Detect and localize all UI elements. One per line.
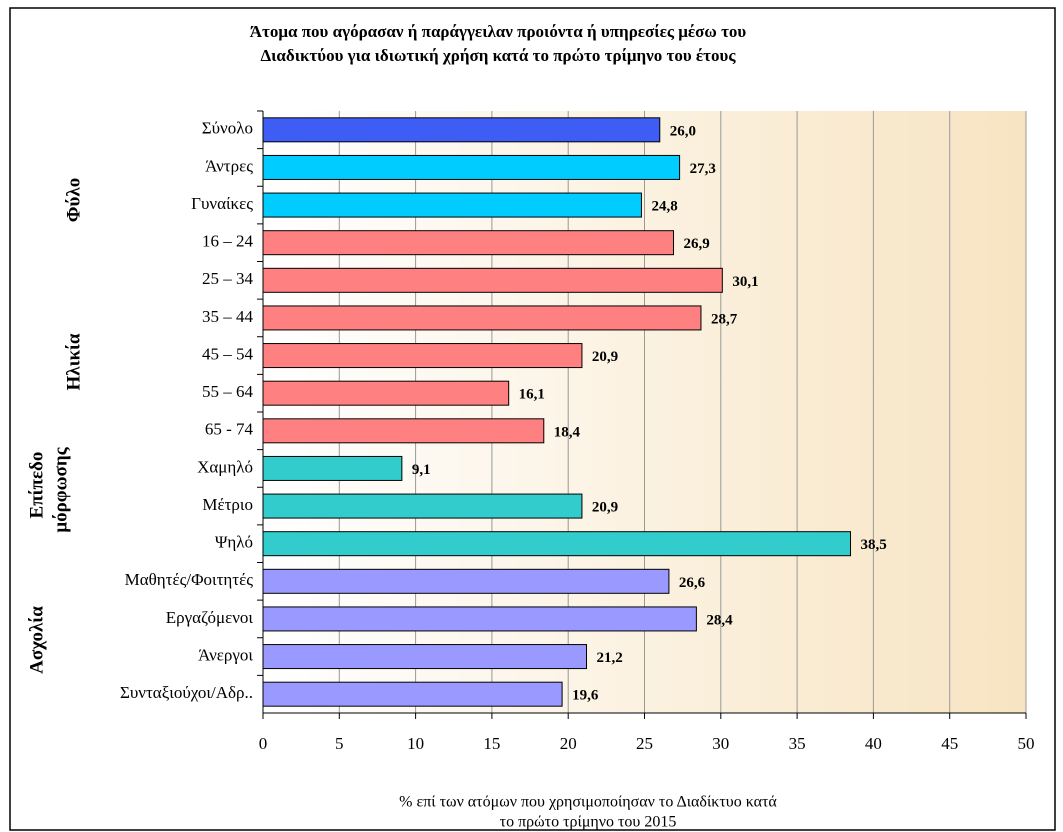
y-tick-label: 55 – 64	[202, 382, 254, 401]
y-tick-label: 45 – 54	[202, 344, 254, 363]
bar	[262, 305, 702, 331]
x-tick-label: 45	[941, 734, 958, 753]
value-label: 38,5	[861, 537, 887, 553]
bar	[262, 455, 403, 481]
bar	[262, 681, 563, 707]
y-tick-label: Μέτριο	[202, 495, 253, 514]
y-tick-label: Συνταξιούχοι/Αδρ..	[120, 683, 253, 702]
bar	[262, 418, 545, 444]
bar	[262, 154, 681, 180]
y-tick-label: 25 – 34	[202, 269, 254, 288]
y-tick-label: 35 – 44	[202, 307, 254, 326]
x-tick-label: 20	[560, 734, 577, 753]
value-label: 18,4	[554, 424, 581, 440]
x-tick-label: 30	[712, 734, 729, 753]
value-label: 20,9	[592, 349, 618, 365]
x-tick-label: 15	[483, 734, 500, 753]
y-tick-label: Άντρες	[205, 156, 253, 175]
x-tick-label: 0	[259, 734, 268, 753]
x-axis-label: το πρώτο τρίμηνο του 2015	[500, 814, 677, 831]
y-tick-label: 16 – 24	[202, 232, 254, 251]
bar	[262, 192, 642, 218]
bar	[262, 531, 852, 557]
group-label: Επίπεδο	[26, 452, 47, 519]
x-tick-label: 50	[1018, 734, 1035, 753]
group-label: Ηλικία	[63, 333, 84, 390]
group-label: Φύλο	[63, 178, 84, 222]
y-tick-label: Σύνολο	[202, 119, 253, 138]
x-tick-label: 35	[789, 734, 806, 753]
value-label: 26,6	[679, 575, 706, 591]
x-axis-label: % επί των ατόμων που χρησιμοποίησαν το Δ…	[399, 794, 777, 811]
value-label: 19,6	[572, 688, 599, 704]
value-label: 28,4	[706, 612, 733, 628]
bar	[262, 380, 510, 406]
group-label: μόρφωσης	[50, 446, 71, 532]
chart-title: Διαδικτύου για ιδιωτική χρήση κατά το πρ…	[260, 46, 736, 65]
y-tick-label: 65 - 74	[205, 420, 254, 439]
bar	[262, 343, 583, 369]
x-tick-label: 25	[636, 734, 653, 753]
value-label: 20,9	[592, 500, 618, 516]
value-label: 26,0	[670, 123, 696, 139]
bar	[262, 606, 697, 632]
value-label: 26,9	[683, 236, 709, 252]
bar	[262, 230, 674, 256]
value-label: 16,1	[519, 387, 545, 403]
y-tick-label: Γυναίκες	[191, 194, 253, 213]
bar	[262, 644, 588, 670]
bar	[262, 493, 583, 519]
x-tick-label: 40	[865, 734, 882, 753]
chart-title: Άτομα που αγόρασαν ή παράγγειλαν προιόντ…	[250, 22, 747, 41]
bar	[262, 117, 661, 143]
y-tick-label: Χαμηλό	[197, 457, 253, 476]
group-label: Ασχολία	[26, 606, 47, 674]
y-tick-label: Εργαζόμενοι	[166, 608, 254, 627]
value-label: 28,7	[711, 311, 738, 327]
value-label: 21,2	[597, 650, 623, 666]
value-label: 27,3	[690, 161, 716, 177]
value-label: 30,1	[732, 274, 758, 290]
value-label: 9,1	[412, 462, 431, 478]
x-tick-label: 10	[407, 734, 424, 753]
x-tick-label: 5	[335, 734, 344, 753]
value-label: 24,8	[651, 199, 677, 215]
y-tick-label: Μαθητές/Φοιτητές	[125, 570, 254, 589]
y-tick-label: Ψηλό	[215, 533, 253, 552]
bar	[262, 267, 723, 293]
y-tick-label: Άνεργοι	[198, 645, 253, 664]
bar	[262, 568, 670, 594]
